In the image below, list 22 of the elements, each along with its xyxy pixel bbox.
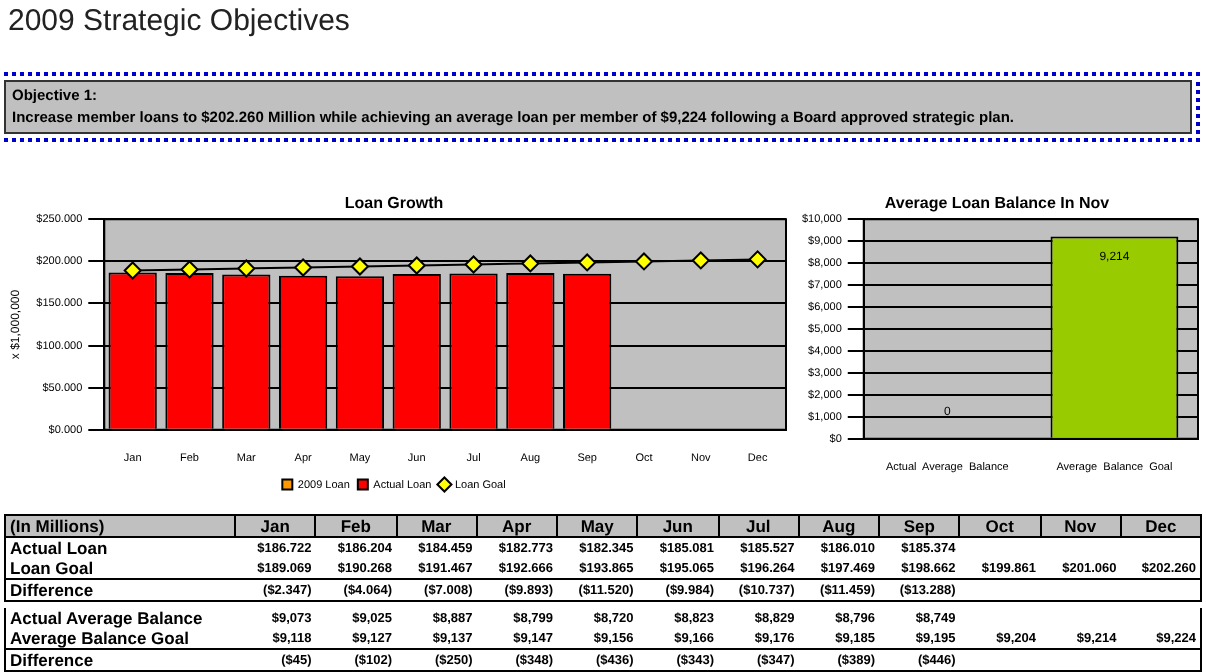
category-label: Feb bbox=[315, 515, 396, 537]
category-label: Dec bbox=[1120, 515, 1201, 537]
text: Actual Loan bbox=[5, 537, 235, 558]
text: (In Millions) bbox=[5, 515, 235, 537]
category-label: Jun bbox=[637, 515, 718, 537]
text: Difference bbox=[5, 579, 235, 601]
category-label: Nov bbox=[1040, 515, 1121, 537]
text: Actual Average Balance bbox=[5, 608, 235, 628]
category-label: Oct bbox=[959, 515, 1040, 537]
chart-title: Average Loan Balance In Nov bbox=[884, 194, 1111, 213]
chart-title: Loan Growth bbox=[344, 194, 444, 213]
text: Difference bbox=[5, 649, 235, 671]
category-label: Jul bbox=[718, 515, 799, 537]
text: Loan Goal bbox=[5, 558, 235, 579]
text: 2009 Strategic Objectives bbox=[8, 4, 350, 38]
category-label: Sep bbox=[879, 515, 960, 537]
category-label: Jan bbox=[235, 515, 316, 537]
text: Average Balance Goal bbox=[5, 628, 235, 649]
category-label: May bbox=[557, 515, 638, 537]
category-label: Aug bbox=[798, 515, 879, 537]
category-label: Mar bbox=[396, 515, 477, 537]
category-label: Apr bbox=[476, 515, 557, 537]
